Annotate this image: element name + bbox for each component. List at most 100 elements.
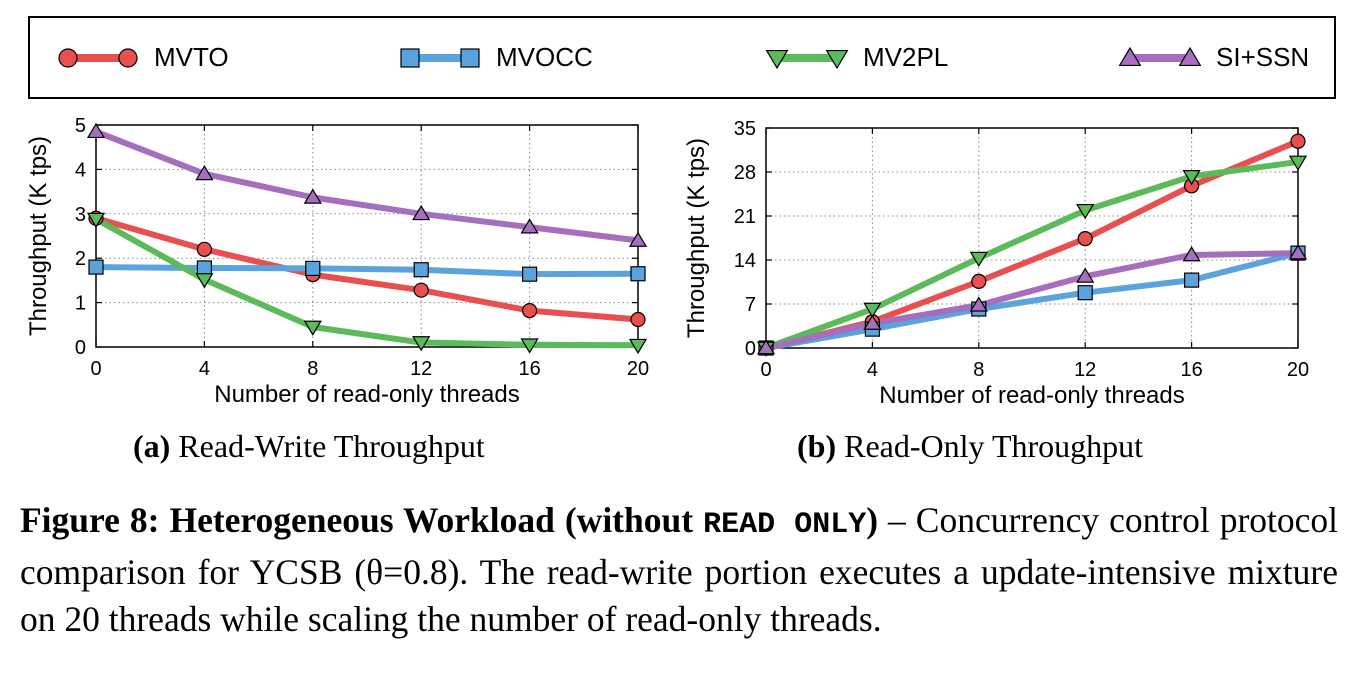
- series-line-mvto-a: [95, 215, 639, 323]
- subcaption-a: (a) Read-Write Throughput: [133, 428, 485, 465]
- legend-marker-si-ssn: [1118, 46, 1202, 66]
- x-tick-label-b: 4: [867, 359, 878, 381]
- data-point-mvto-a: [413, 282, 429, 298]
- data-point-mvocc-a: [413, 262, 429, 278]
- x-tick-label-b: 16: [1180, 359, 1202, 381]
- data-point-mvocc-b: [1183, 272, 1200, 288]
- series-line-mv2pl-b: [764, 158, 1299, 351]
- y-tick-label-a: 5: [75, 115, 86, 137]
- series-line-si-ssn-a: [94, 128, 639, 244]
- data-point-si-ssn-b: [863, 314, 882, 330]
- legend-item-mvto: MVTO: [56, 18, 229, 97]
- data-point-mvocc-a: [88, 259, 104, 275]
- legend-label-mvto: MVTO: [154, 42, 229, 72]
- figure-caption-label-end: ): [866, 500, 879, 540]
- x-axis-label-b: Number of read-only threads: [879, 382, 1184, 409]
- data-point-si-ssn-b: [1288, 244, 1308, 260]
- data-point-mv2pl-b: [1182, 170, 1201, 186]
- x-tick-label-b: 12: [1074, 359, 1096, 381]
- data-point-mv2pl-a: [628, 338, 648, 355]
- subcaption-b-text: Read-Only Throughput: [836, 428, 1144, 464]
- data-point-mv2pl-a: [195, 273, 214, 289]
- data-point-mvto-b: [971, 273, 987, 289]
- subcaption-a-label: (a): [133, 428, 171, 464]
- legend-item-mvocc: MVOCC: [398, 18, 593, 97]
- legend-marker-left-mvocc: [400, 47, 420, 68]
- subcaption-b: (b) Read-Only Throughput: [797, 428, 1143, 465]
- y-axis-label-b: Throughput (K tps): [683, 138, 710, 338]
- legend-marker-left-mv2pl: [765, 49, 789, 69]
- subcaption-b-label: (b): [797, 428, 837, 464]
- legend-marker-mvocc: [400, 47, 480, 68]
- data-point-si-ssn-b: [969, 296, 988, 312]
- legend-marker-left-si-ssn: [1118, 46, 1142, 66]
- chart-b: 0 7 14 21 28 35 0 4 8 12 16 20 Number of read-only t…: [683, 118, 1309, 409]
- y-axis-label-a: Throughput (K tps): [25, 136, 52, 336]
- figure-caption-text: – Concurrency control protocol compariso…: [20, 500, 1339, 639]
- series-line-si-ssn-b: [765, 250, 1299, 351]
- legend-marker-right-mvocc: [460, 47, 480, 68]
- plot-frame-b: [765, 127, 1299, 349]
- data-point-mv2pl-b: [863, 302, 882, 318]
- figure-caption: Figure 8: Heterogeneous Workload (withou…: [20, 497, 1338, 643]
- legend-label-si-ssn: SI+SSN: [1216, 42, 1310, 72]
- y-tick-label-a: 1: [75, 293, 86, 315]
- data-point-mv2pl-b: [1288, 155, 1308, 171]
- data-point-si-ssn-b: [1182, 246, 1201, 262]
- data-point-mvocc-b: [1077, 285, 1093, 301]
- data-point-mvto-a: [521, 302, 538, 319]
- legend: MVTO MVOCC MV2PL SI+SSN: [28, 16, 1336, 99]
- data-point-mvocc-a: [196, 260, 212, 276]
- legend-item-mv2pl: MV2PL: [765, 18, 948, 97]
- y-tick-label-a: 3: [75, 204, 86, 226]
- x-tick-label-a: 0: [90, 358, 101, 380]
- subcaption-a-text: Read-Write Throughput: [170, 428, 485, 464]
- data-point-mv2pl-b: [1076, 203, 1095, 220]
- legend-marker-mv2pl: [765, 49, 849, 69]
- series-line-mv2pl-a: [94, 216, 639, 349]
- legend-marker-right-mv2pl: [825, 49, 849, 69]
- y-tick-label-b: 28: [734, 162, 756, 184]
- x-tick-label-a: 16: [518, 358, 540, 380]
- data-point-si-ssn-a: [412, 204, 431, 221]
- data-point-mvocc-a: [630, 266, 646, 282]
- data-point-si-ssn-a: [86, 122, 106, 139]
- data-point-mvto-b: [1290, 133, 1306, 149]
- legend-marker-right-si-ssn: [1178, 46, 1202, 66]
- x-tick-label-b: 20: [1287, 359, 1309, 381]
- data-point-si-ssn-a: [520, 218, 539, 234]
- y-tick-label-a: 2: [75, 248, 86, 270]
- y-tick-label-b: 14: [734, 250, 756, 272]
- data-point-mvto-a: [196, 241, 212, 257]
- data-point-mv2pl-a: [520, 338, 539, 354]
- y-tick-label-a: 0: [75, 337, 86, 359]
- data-point-si-ssn-a: [628, 231, 648, 247]
- y-tick-label-b: 35: [734, 118, 756, 140]
- legend-label-mvocc: MVOCC: [496, 42, 593, 72]
- data-point-mv2pl-a: [303, 320, 322, 336]
- data-point-mv2pl-a: [86, 212, 106, 228]
- legend-item-si-ssn: SI+SSN: [1118, 18, 1309, 97]
- y-tick-label-b: 21: [734, 206, 756, 228]
- data-point-si-ssn-b: [756, 339, 776, 355]
- x-tick-label-a: 4: [199, 358, 210, 380]
- series-line-mvocc-b: [765, 250, 1299, 351]
- y-tick-label-a: 4: [75, 159, 86, 181]
- y-tick-label-b: 0: [745, 338, 756, 360]
- data-point-mv2pl-b: [969, 251, 988, 267]
- data-point-si-ssn-b: [1076, 267, 1095, 283]
- figure-caption-label: Figure 8: Heterogeneous Workload (withou…: [20, 500, 704, 540]
- legend-marker-mvto: [58, 47, 138, 68]
- x-tick-label-b: 0: [760, 359, 771, 381]
- data-point-mvocc-a: [521, 266, 538, 282]
- x-tick-label-a: 8: [307, 358, 318, 380]
- data-point-mvto-a: [630, 311, 646, 328]
- legend-marker-left-mvto: [58, 47, 78, 68]
- data-point-si-ssn-a: [303, 188, 322, 204]
- legend-marker-right-mvto: [118, 47, 138, 68]
- data-point-si-ssn-a: [195, 164, 214, 181]
- legend-label-mv2pl: MV2PL: [863, 42, 949, 72]
- x-tick-label-b: 8: [973, 359, 984, 381]
- x-axis-label-a: Number of read-only threads: [214, 381, 519, 408]
